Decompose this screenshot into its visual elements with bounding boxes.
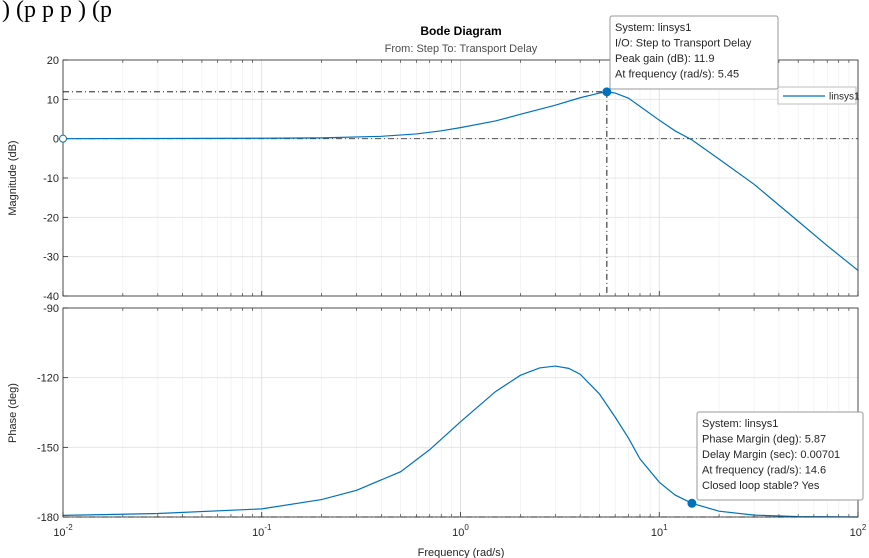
- phase-datatip-line: Closed loop stable? Yes: [702, 480, 820, 492]
- phase-datatip-line: Phase Margin (deg): 5.87: [702, 434, 826, 446]
- magnitude-series-line-linsys1: [62, 91, 859, 271]
- magnitude-datatip-line: I/O: Step to Transport Delay: [615, 38, 752, 50]
- magnitude-axes-box: [62, 59, 859, 297]
- magnitude-y-tick-label: 20: [47, 55, 59, 67]
- phase-datatip-marker: [687, 498, 697, 508]
- magnitude-y-tick-label: -30: [43, 252, 59, 264]
- phase-datatip-line: Delay Margin (sec): 0.00701: [702, 449, 840, 461]
- phase-y-label: Phase (deg): [7, 383, 19, 443]
- phase-y-tick-label: -90: [43, 303, 59, 315]
- x-tick-labels: 10-2 10-1 100 101 102: [53, 523, 867, 539]
- x-tick-label: 10-1: [252, 523, 272, 539]
- legend-entry-linsys1: linsys1: [829, 92, 860, 103]
- phase-y-tick-label: -150: [37, 442, 59, 454]
- x-axis-label: Frequency (rad/s): [418, 547, 505, 558]
- phase-datatip-box: [696, 411, 864, 501]
- magnitude-y-label: Magnitude (dB): [7, 140, 19, 215]
- chart-title: Bode Diagram: [420, 24, 501, 38]
- x-tick-label: 10-2: [53, 523, 73, 539]
- magnitude-datatip-line: At frequency (rad/s): 5.45: [615, 69, 739, 81]
- magnitude-y-tick-label: -40: [43, 291, 59, 303]
- phase-y-tick-label: -180: [37, 512, 59, 524]
- chart-subtitle: From: Step To: Transport Delay: [385, 43, 538, 55]
- magnitude-datatip-line: Peak gain (dB): 11.9: [615, 53, 714, 65]
- magnitude-start-marker: [59, 134, 67, 143]
- magnitude-y-tick-label: 10: [47, 94, 59, 106]
- magnitude-y-tick-label: 0: [53, 134, 59, 146]
- phase-datatip-line: System: linsys1: [702, 418, 778, 430]
- magnitude-y-tick-label: -20: [43, 212, 59, 224]
- phase-datatip-line: At frequency (rad/s): 14.6: [702, 465, 826, 477]
- magnitude-datatip-line: System: linsys1: [615, 22, 691, 34]
- datatips: System: linsys1 I/O: Step to Transport De…: [63, 15, 864, 508]
- header-text: ) (p p p ) (p: [2, 0, 112, 23]
- magnitude-y-tick-label: -10: [43, 173, 59, 185]
- magnitude-datatip-marker: [602, 87, 612, 97]
- legend: linsys1: [777, 86, 860, 105]
- x-tick-label: 100: [452, 523, 469, 539]
- x-tick-label: 102: [850, 523, 867, 539]
- magnitude-panel: 20 10 0 -10 -20 -30 -40: [43, 55, 859, 303]
- x-tick-label: 101: [651, 523, 668, 539]
- phase-y-tick-label: -120: [37, 373, 59, 385]
- magnitude-datatip-box: [609, 15, 779, 90]
